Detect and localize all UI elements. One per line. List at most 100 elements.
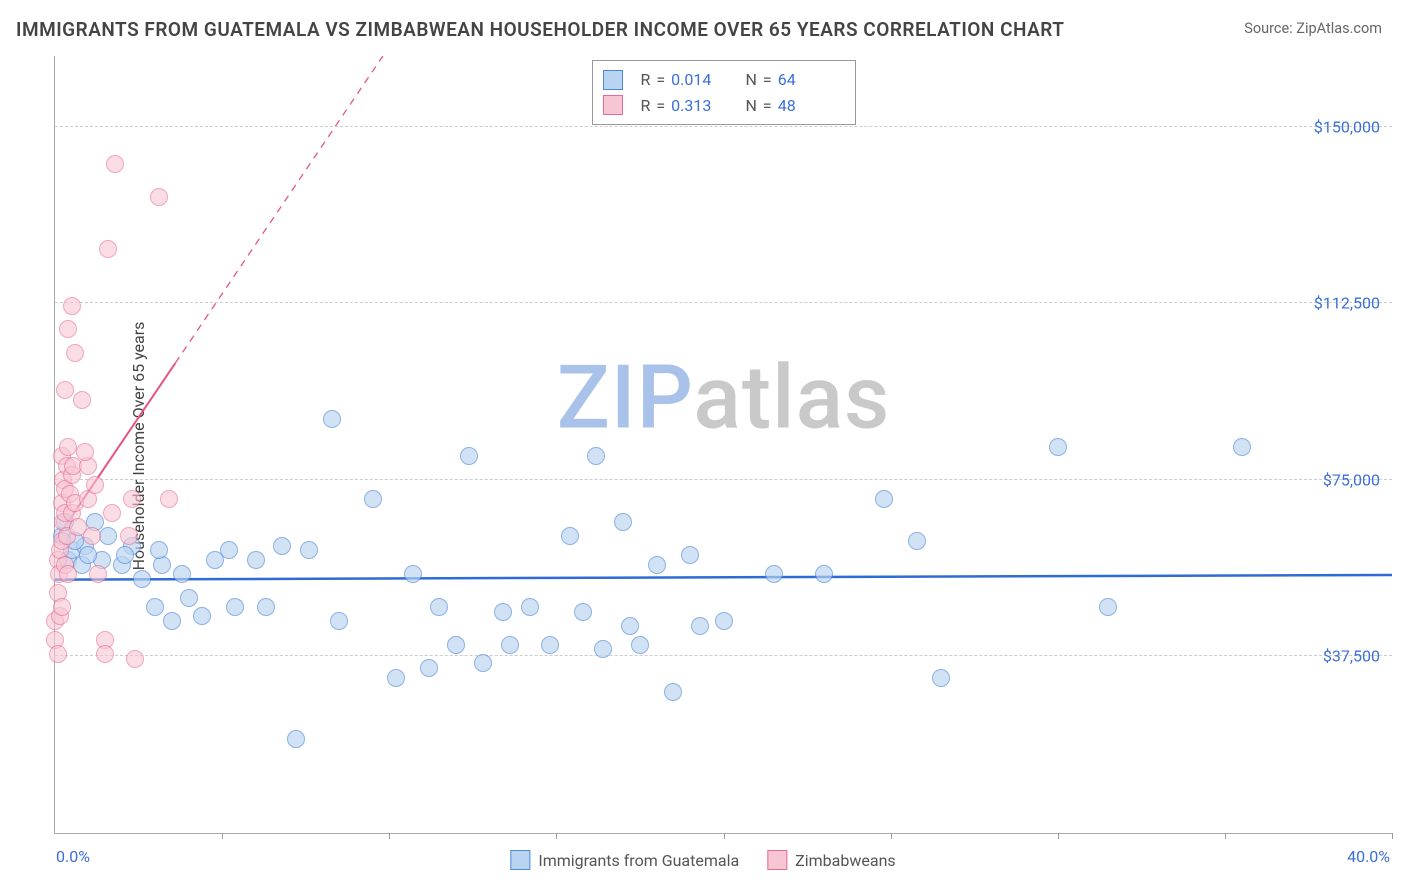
data-point-zimbabwe	[89, 565, 107, 583]
data-point-guatemala	[521, 598, 539, 616]
data-point-zimbabwe	[76, 443, 94, 461]
x-tick	[724, 833, 725, 839]
x-axis-max-label: 40.0%	[1347, 847, 1390, 866]
stats-row-zimbabwe: R=0.313 N=48	[603, 93, 841, 119]
data-point-guatemala	[908, 532, 926, 550]
data-point-guatemala	[932, 669, 950, 687]
data-point-zimbabwe	[56, 381, 74, 399]
data-point-guatemala	[273, 537, 291, 555]
stats-n-guatemala: N=64	[746, 67, 841, 93]
legend-item-guatemala: Immigrants from Guatemala	[510, 850, 739, 870]
trend-lines	[55, 56, 1392, 833]
scatter-plot-area: ZIPatlas R=0.014N=64R=0.313 N=48 $37,500 $…	[54, 56, 1392, 834]
data-point-guatemala	[460, 447, 478, 465]
data-point-zimbabwe	[66, 344, 84, 362]
data-point-guatemala	[226, 598, 244, 616]
stats-row-guatemala: R=0.014N=64	[603, 67, 841, 93]
data-point-zimbabwe	[106, 155, 124, 173]
data-point-guatemala	[116, 546, 134, 564]
data-point-guatemala	[1233, 438, 1251, 456]
data-point-guatemala	[664, 683, 682, 701]
data-point-guatemala	[173, 565, 191, 583]
data-point-guatemala	[574, 603, 592, 621]
data-point-guatemala	[648, 556, 666, 574]
data-point-zimbabwe	[59, 438, 77, 456]
data-point-guatemala	[257, 598, 275, 616]
x-tick	[556, 833, 557, 839]
data-point-zimbabwe	[126, 650, 144, 668]
watermark: ZIPatlas	[557, 346, 891, 449]
data-point-guatemala	[541, 636, 559, 654]
source-credit: Source: ZipAtlas.com	[1244, 20, 1382, 37]
data-point-guatemala	[765, 565, 783, 583]
data-point-zimbabwe	[150, 188, 168, 206]
data-point-zimbabwe	[63, 297, 81, 315]
gridline-h	[55, 126, 1392, 127]
data-point-guatemala	[430, 598, 448, 616]
x-axis-min-label: 0.0%	[56, 847, 90, 866]
stats-swatch-zimbabwe	[603, 95, 623, 115]
legend-swatch-zimbabwe	[767, 850, 787, 870]
chart-title: IMMIGRANTS FROM GUATEMALA VS ZIMBABWEAN …	[16, 18, 1064, 41]
data-point-guatemala	[447, 636, 465, 654]
data-point-guatemala	[621, 617, 639, 635]
data-point-guatemala	[133, 570, 151, 588]
data-point-guatemala	[1099, 598, 1117, 616]
data-point-guatemala	[220, 541, 238, 559]
data-point-guatemala	[631, 636, 649, 654]
data-point-guatemala	[474, 654, 492, 672]
trend-line-zimbabwe-extrapolated	[175, 56, 383, 363]
gridline-h	[55, 655, 1392, 656]
gridline-h	[55, 479, 1392, 480]
data-point-zimbabwe	[69, 518, 87, 536]
data-point-zimbabwe	[59, 320, 77, 338]
data-point-guatemala	[691, 617, 709, 635]
watermark-atlas: atlas	[693, 346, 890, 449]
x-tick	[389, 833, 390, 839]
data-point-zimbabwe	[73, 391, 91, 409]
x-tick	[222, 833, 223, 839]
data-point-zimbabwe	[49, 645, 67, 663]
data-point-guatemala	[79, 546, 97, 564]
data-point-guatemala	[494, 603, 512, 621]
data-point-guatemala	[561, 527, 579, 545]
x-tick	[1392, 833, 1393, 839]
data-point-guatemala	[875, 490, 893, 508]
data-point-zimbabwe	[120, 527, 138, 545]
data-point-guatemala	[715, 612, 733, 630]
data-point-guatemala	[150, 541, 168, 559]
data-point-zimbabwe	[99, 240, 117, 258]
data-point-guatemala	[815, 565, 833, 583]
y-tick-label: $37,500	[1323, 647, 1380, 666]
y-tick-label: $112,500	[1314, 294, 1380, 313]
data-point-zimbabwe	[103, 504, 121, 522]
series-legend: Immigrants from Guatemala Zimbabweans	[510, 850, 895, 870]
source-name: ZipAtlas.com	[1296, 20, 1382, 37]
data-point-guatemala	[300, 541, 318, 559]
stats-n-zimbabwe: N=48	[746, 93, 841, 119]
legend-label-guatemala: Immigrants from Guatemala	[538, 851, 739, 870]
data-point-guatemala	[180, 589, 198, 607]
stats-r-zimbabwe: R=0.313	[641, 93, 736, 119]
x-tick	[1058, 833, 1059, 839]
data-point-zimbabwe	[160, 490, 178, 508]
data-point-guatemala	[404, 565, 422, 583]
data-point-guatemala	[1049, 438, 1067, 456]
data-point-guatemala	[587, 447, 605, 465]
data-point-guatemala	[594, 640, 612, 658]
stats-swatch-guatemala	[603, 70, 623, 90]
trend-line-guatemala	[55, 575, 1392, 580]
data-point-guatemala	[501, 636, 519, 654]
watermark-zip: ZIP	[557, 346, 694, 449]
data-point-zimbabwe	[59, 565, 77, 583]
data-point-guatemala	[323, 410, 341, 428]
stats-legend: R=0.014N=64R=0.313 N=48	[592, 60, 856, 125]
gridline-h	[55, 302, 1392, 303]
data-point-guatemala	[387, 669, 405, 687]
y-tick-label: $150,000	[1314, 117, 1380, 136]
x-tick	[1225, 833, 1226, 839]
data-point-guatemala	[287, 730, 305, 748]
source-prefix: Source:	[1244, 20, 1296, 37]
y-tick-label: $75,000	[1323, 470, 1380, 489]
legend-item-zimbabwe: Zimbabweans	[767, 850, 895, 870]
